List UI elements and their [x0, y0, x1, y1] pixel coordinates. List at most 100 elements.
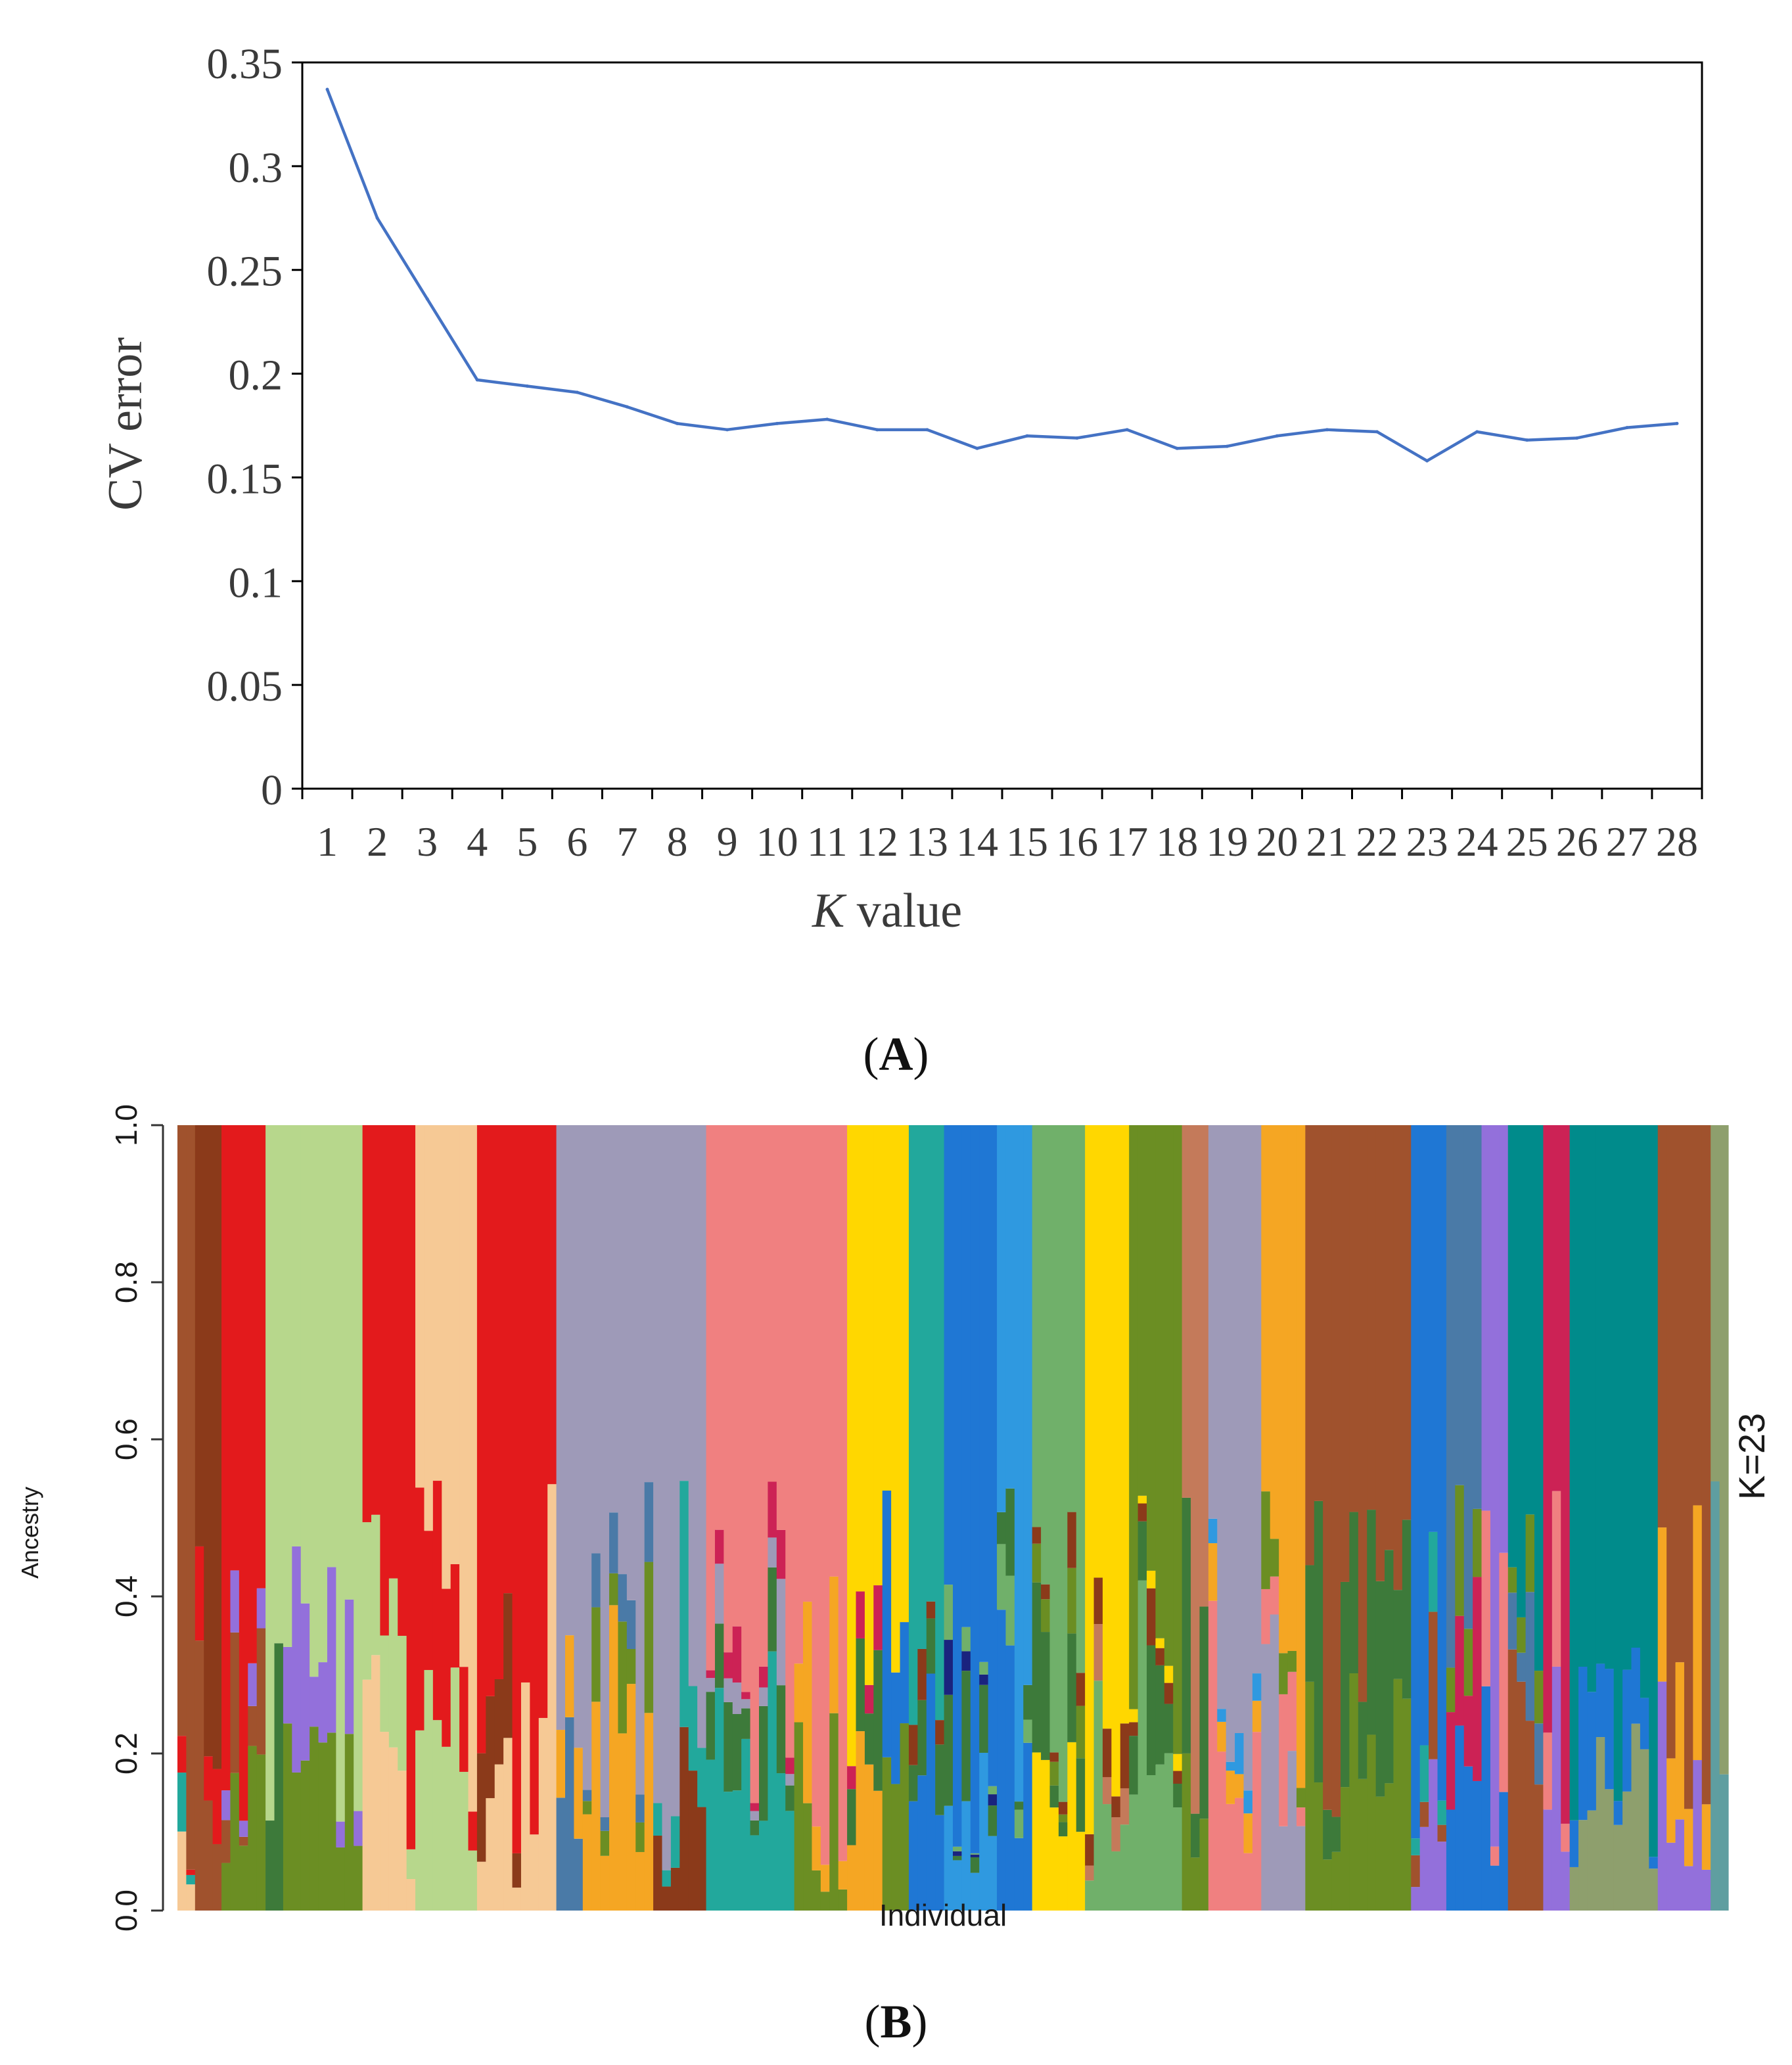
ancestry-segment — [388, 1125, 398, 1579]
ancestry-segment — [221, 1863, 231, 1911]
ancestry-segment — [1446, 1667, 1456, 1713]
ancestry-segment — [670, 1125, 680, 1817]
ancestry-segment — [1305, 1125, 1315, 1566]
ancestry-segment — [838, 1125, 848, 1861]
ancestry-segment — [1429, 1531, 1438, 1612]
ancestry-segment — [1252, 1732, 1262, 1911]
ancestry-segment — [1437, 1125, 1447, 1801]
ancestry-segment — [935, 1744, 945, 1815]
ancestry-segment — [750, 1811, 760, 1821]
ancestry-segment — [1191, 1125, 1201, 1814]
ancestry-segment — [662, 1886, 672, 1911]
ancestry-segment — [1657, 1681, 1667, 1911]
ancestry-segment — [318, 1662, 328, 1743]
ancestry-segment — [1622, 1669, 1632, 1792]
ancestry-segment — [644, 1482, 654, 1562]
ancestry-segment — [688, 1686, 698, 1771]
ancestry-segment — [1235, 1798, 1245, 1911]
ancestry-segment — [741, 1699, 751, 1709]
ancestry-segment — [970, 1872, 980, 1911]
ancestry-segment — [970, 1857, 980, 1873]
y-tick-label: 0.0 — [109, 1890, 143, 1932]
ancestry-segment — [1666, 1842, 1676, 1911]
ancestry-segment — [300, 1125, 310, 1604]
ancestry-segment — [1217, 1125, 1227, 1709]
ancestry-segment — [1587, 1692, 1597, 1811]
ancestry-segment — [1419, 1801, 1429, 1827]
ancestry-segment — [468, 1850, 478, 1911]
ancestry-segment — [1411, 1855, 1421, 1888]
ancestry-segment — [803, 1803, 813, 1911]
ancestry-segment — [1252, 1673, 1262, 1701]
ancestry-segment — [1049, 1785, 1059, 1808]
ancestry-segment — [1093, 1681, 1103, 1911]
ancestry-segment — [1701, 1125, 1711, 1805]
ancestry-segment — [442, 1125, 451, 1589]
cv-error-point — [725, 428, 729, 432]
ancestry-segment — [310, 1125, 319, 1677]
ancestry-segment — [1305, 1681, 1315, 1911]
ancestry-segment — [380, 1125, 390, 1636]
ancestry-segment — [221, 1790, 231, 1821]
y-tick-label: 0.8 — [109, 1261, 143, 1303]
ancestry-segment — [1164, 1125, 1174, 1666]
ancestry-segment — [512, 1853, 522, 1888]
ancestry-segment — [1032, 1125, 1042, 1527]
ancestry-segment — [1411, 1838, 1421, 1855]
ancestry-segment — [741, 1692, 751, 1700]
y-tick-label: 0.4 — [109, 1575, 143, 1617]
ancestry-segment — [1569, 1125, 1579, 1821]
ancestry-segment — [512, 1888, 522, 1911]
cv-error-point — [1375, 430, 1379, 434]
ancestry-segment — [1120, 1824, 1130, 1911]
ancestry-segment — [1261, 1491, 1271, 1589]
ancestry-segment — [1014, 1809, 1024, 1838]
ancestry-segment — [1005, 1645, 1015, 1911]
ancestry-segment — [1534, 1723, 1544, 1785]
ancestry-segment — [785, 1757, 795, 1775]
ancestry-segment — [310, 1677, 319, 1727]
ancestry-segment — [371, 1655, 381, 1911]
ancestry-segment — [1279, 1653, 1289, 1694]
ancestry-segment — [838, 1861, 848, 1890]
ancestry-segment — [195, 1640, 204, 1911]
x-tick-label: 11 — [807, 818, 848, 865]
ancestry-segment — [1473, 1780, 1482, 1911]
ancestry-segment — [1455, 1615, 1465, 1726]
ancestry-segment — [1341, 1581, 1350, 1788]
ancestry-segment — [1375, 1125, 1385, 1581]
ancestry-segment — [248, 1663, 258, 1706]
ancestry-segment — [803, 1125, 813, 1602]
ancestry-segment — [891, 1672, 901, 1784]
cv-error-point — [1425, 459, 1429, 463]
ancestry-segment — [486, 1696, 495, 1798]
ancestry-segment — [776, 1529, 786, 1579]
ancestry-segment — [662, 1125, 672, 1870]
ancestry-segment — [679, 1481, 689, 1727]
ancestry-segment — [1129, 1794, 1139, 1911]
ancestry-segment — [1675, 1819, 1685, 1911]
ancestry-segment — [785, 1785, 795, 1811]
ancestry-segment — [635, 1794, 645, 1822]
ancestry-segment — [1261, 1644, 1271, 1911]
ancestry-segment — [398, 1125, 407, 1636]
ancestry-segment — [1517, 1125, 1527, 1617]
cv-error-point — [1475, 430, 1479, 434]
cv-error-point — [925, 428, 929, 432]
ancestry-segment — [283, 1646, 292, 1724]
ancestry-segment — [1226, 1761, 1235, 1771]
ancestry-segment — [1543, 1732, 1553, 1810]
ancestry-segment — [503, 1593, 513, 1738]
ancestry-segment — [1049, 1752, 1059, 1762]
ancestry-segment — [398, 1635, 407, 1771]
ancestry-segment — [1587, 1810, 1597, 1911]
ancestry-segment — [1014, 1125, 1024, 1802]
x-axis-label: K value — [812, 884, 962, 938]
ancestry-segment — [1235, 1774, 1245, 1798]
ancestry-segment — [424, 1125, 434, 1531]
ancestry-segment — [1657, 1125, 1667, 1528]
ancestry-segment — [1429, 1125, 1438, 1532]
ancestry-segment — [1058, 1822, 1068, 1837]
x-tick-label: 14 — [956, 818, 998, 865]
ancestry-segment — [732, 1125, 742, 1627]
